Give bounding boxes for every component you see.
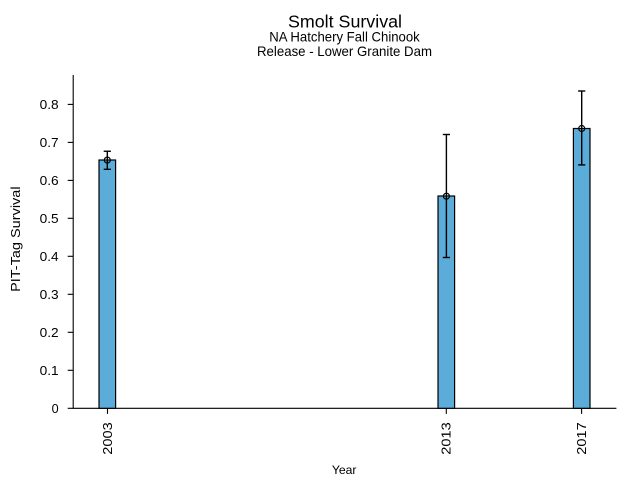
svg-text:PIT-Tag Survival: PIT-Tag Survival [8,186,23,292]
svg-text:0.8: 0.8 [40,98,59,112]
svg-text:Year: Year [332,463,357,477]
svg-text:2017: 2017 [574,422,589,454]
svg-text:Smolt Survival: Smolt Survival [288,12,402,32]
svg-text:NA Hatchery Fall Chinook: NA Hatchery Fall Chinook [269,30,420,45]
svg-text:0.6: 0.6 [40,174,59,188]
svg-text:0.2: 0.2 [40,326,59,340]
svg-text:2003: 2003 [100,422,115,454]
svg-text:0.1: 0.1 [40,364,59,378]
svg-text:Release - Lower Granite Dam: Release - Lower Granite Dam [257,44,432,59]
svg-text:2013: 2013 [439,422,454,454]
svg-text:0.4: 0.4 [40,250,59,264]
svg-text:0.3: 0.3 [40,288,59,302]
svg-text:0.7: 0.7 [40,136,59,150]
svg-text:0: 0 [52,402,59,416]
svg-text:0.5: 0.5 [40,212,59,226]
